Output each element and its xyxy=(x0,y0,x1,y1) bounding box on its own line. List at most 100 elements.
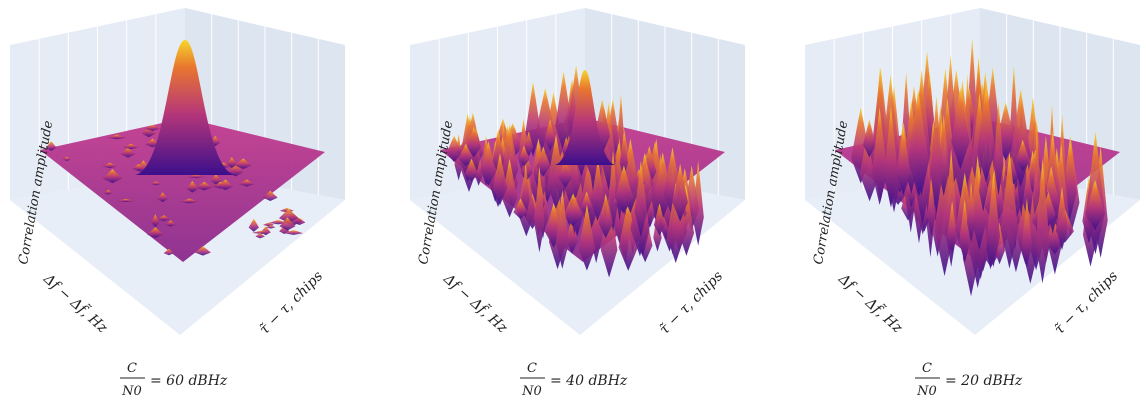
surface-spike xyxy=(619,132,628,179)
surface-spike xyxy=(1056,186,1068,251)
surface-peak xyxy=(135,40,235,175)
surface-spike xyxy=(239,179,255,187)
surface-spike xyxy=(993,101,1004,196)
surface-spike xyxy=(600,194,618,278)
surface-spike xyxy=(446,135,462,163)
x-axis-label: Δf − Δf̃, Hz xyxy=(440,269,513,337)
surface-spike xyxy=(520,155,533,181)
surface-spike xyxy=(947,201,958,254)
surface-spike xyxy=(131,163,146,172)
surface-spike xyxy=(107,134,127,140)
surface-spike xyxy=(492,153,508,206)
surface-peak xyxy=(555,70,615,165)
surface-spike xyxy=(1045,215,1064,255)
surface-spike xyxy=(513,198,528,220)
surface-spike xyxy=(187,174,205,179)
surface-spike xyxy=(165,220,177,227)
caption-value: = 20 dBHz xyxy=(945,373,1023,389)
surface-spike xyxy=(120,147,136,158)
surface-spike xyxy=(930,95,943,214)
surface-spike xyxy=(262,190,278,201)
surface-spike xyxy=(580,191,593,216)
surface-spike xyxy=(194,246,211,256)
surface-spike xyxy=(157,215,171,222)
surface-spike xyxy=(951,87,970,170)
surface-spike xyxy=(884,107,898,208)
surface-spike xyxy=(474,152,483,186)
caption-denominator: N0 xyxy=(916,384,937,399)
surface-spike xyxy=(196,181,213,191)
surface-spike xyxy=(141,126,156,138)
surface-spike xyxy=(521,163,530,218)
surface-spike xyxy=(248,218,260,232)
surface-spike xyxy=(234,158,252,170)
surface-spike xyxy=(458,143,474,166)
surface-spike xyxy=(566,215,578,254)
surface-spike xyxy=(150,181,162,186)
surface-spike xyxy=(927,175,936,237)
x-axis-label: Δf − Δf̃, Hz xyxy=(835,269,908,337)
surface-spike xyxy=(598,193,613,239)
surface-spike xyxy=(217,179,234,191)
surface-spike xyxy=(534,165,545,253)
surface-spike xyxy=(252,230,271,235)
surface-spike xyxy=(1000,152,1019,269)
surface-spike xyxy=(666,182,685,263)
surface-spike xyxy=(151,214,160,228)
surface-spike xyxy=(157,192,169,203)
surface-spike xyxy=(45,141,57,152)
surface-spike xyxy=(279,217,296,231)
surface-spike xyxy=(977,86,996,183)
surface-spike xyxy=(163,248,175,256)
surface-spike xyxy=(102,169,123,184)
surface-spike xyxy=(179,198,199,204)
caption-denominator: N0 xyxy=(121,384,142,399)
caption-numerator: C xyxy=(127,361,137,376)
surface-spike xyxy=(563,135,581,209)
surface-spike xyxy=(226,157,238,168)
surface-spike xyxy=(555,189,569,269)
caption-denominator: N0 xyxy=(521,384,542,399)
surface-spike xyxy=(265,225,276,229)
surface-spike xyxy=(634,160,648,238)
surface-spike xyxy=(895,127,911,196)
caption-numerator: C xyxy=(922,361,932,376)
surface-spike xyxy=(692,160,704,246)
surface-spike xyxy=(1021,157,1033,217)
surface-spike xyxy=(966,182,976,243)
surface-spike xyxy=(578,204,596,271)
caption-value: = 40 dBHz xyxy=(550,373,628,389)
surface-spike xyxy=(147,227,164,239)
surface-spike xyxy=(227,163,244,177)
caption-value: = 60 dBHz xyxy=(150,373,228,389)
surface-spike xyxy=(536,146,550,177)
surface-spike xyxy=(653,203,666,236)
surface-spike xyxy=(283,230,304,235)
surface-spike xyxy=(524,131,534,157)
surface-spike xyxy=(959,199,971,263)
surface-spike xyxy=(547,134,565,209)
surface-spike xyxy=(278,208,299,223)
surface-spike xyxy=(908,89,929,196)
surface-spike xyxy=(210,173,222,185)
surface-spike xyxy=(618,200,638,271)
surface-spike xyxy=(545,119,556,151)
surface-spike xyxy=(480,141,497,186)
surface-spike xyxy=(863,119,876,158)
surface-spike xyxy=(986,173,1001,268)
y-axis-label: τ̃ − τ, chips xyxy=(657,268,727,338)
x-axis-label: Δf − Δf̃, Hz xyxy=(40,269,113,337)
surface-spike xyxy=(255,233,265,239)
surface-spike xyxy=(102,162,118,169)
surface-spike xyxy=(1021,198,1032,268)
surface-spike xyxy=(1085,179,1105,230)
surface-spike xyxy=(501,158,518,218)
surface-spike xyxy=(1015,139,1030,172)
surface-spike xyxy=(971,166,987,250)
surface-spike xyxy=(614,165,633,214)
surface-spike xyxy=(62,156,71,161)
surface-spike xyxy=(607,150,619,232)
